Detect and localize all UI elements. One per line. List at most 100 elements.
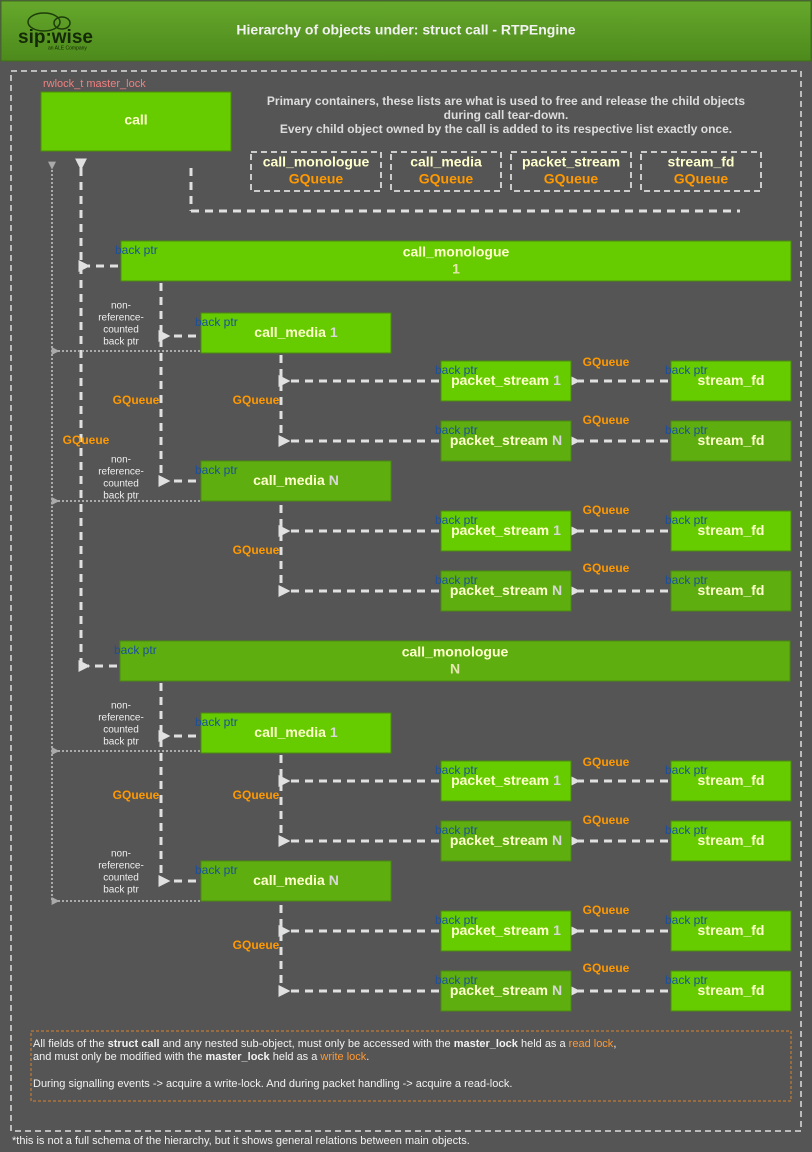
- object-index: N: [450, 661, 460, 677]
- object-name: stream_fd: [698, 922, 765, 938]
- container-name: packet_stream: [522, 154, 620, 170]
- object-box: [670, 420, 792, 462]
- logo-sub: an ALE Company: [48, 45, 87, 51]
- object-name: stream_fd: [698, 372, 765, 388]
- gqueue-label: GQueue: [233, 543, 280, 557]
- non-ref-label: reference-: [98, 713, 144, 724]
- gqueue-label: GQueue: [583, 961, 630, 975]
- object-label: packet_stream N: [450, 832, 562, 848]
- object-box: [440, 360, 572, 402]
- call-label: call: [124, 112, 147, 128]
- object-name: stream_fd: [698, 582, 765, 598]
- non-ref-label: back ptr: [103, 491, 139, 502]
- rules-segment: and must only be modified with the: [33, 1051, 205, 1063]
- back-ptr-label: back ptr: [435, 423, 478, 437]
- object-name: packet_stream: [451, 772, 549, 788]
- object-box: [200, 460, 392, 502]
- object-name: packet_stream: [450, 582, 548, 598]
- object-index: 1: [330, 724, 338, 740]
- object-index: N: [552, 982, 562, 998]
- object-index: N: [552, 582, 562, 598]
- object-name: packet_stream: [450, 982, 548, 998]
- container-name: call_monologue: [263, 154, 370, 170]
- rules-segment: and any nested sub-object, must only be …: [160, 1038, 454, 1050]
- back-ptr-label: back ptr: [115, 243, 158, 257]
- container-kind: GQueue: [289, 171, 344, 187]
- container-name: call_media: [410, 154, 482, 170]
- gqueue-label: GQueue: [63, 433, 110, 447]
- object-name: call_media: [254, 724, 326, 740]
- object-label: stream_fd: [698, 982, 765, 998]
- gqueue-label: GQueue: [583, 413, 630, 427]
- object-label: packet_stream 1: [451, 922, 561, 938]
- rules-segment: held as a: [270, 1051, 321, 1063]
- object-index: N: [329, 872, 339, 888]
- gqueue-label: GQueue: [583, 355, 630, 369]
- object-box: [200, 712, 392, 754]
- rules-segment: master_lock: [205, 1051, 270, 1063]
- back-ptr-label: back ptr: [435, 823, 478, 837]
- container-kind: GQueue: [419, 171, 474, 187]
- object-name: packet_stream: [451, 922, 549, 938]
- non-ref-label: non-: [111, 701, 131, 712]
- object-index: N: [552, 432, 562, 448]
- back-ptr-label: back ptr: [195, 315, 238, 329]
- gqueue-label: GQueue: [113, 788, 160, 802]
- non-ref-label: counted: [103, 725, 139, 736]
- logo-bubble: [53, 16, 71, 30]
- object-name: packet_stream: [451, 372, 549, 388]
- object-box: [670, 910, 792, 952]
- object-index: 1: [553, 922, 561, 938]
- object-box: [200, 860, 392, 902]
- object-box: [440, 510, 572, 552]
- container-kind: GQueue: [674, 171, 729, 187]
- gqueue-label: GQueue: [583, 755, 630, 769]
- container-box: [640, 151, 762, 192]
- gqueue-label: GQueue: [583, 903, 630, 917]
- object-index: 1: [553, 772, 561, 788]
- non-ref-label: non-: [111, 455, 131, 466]
- back-ptr-label: back ptr: [665, 513, 708, 527]
- back-ptr-label: back ptr: [665, 573, 708, 587]
- gqueue-label: GQueue: [583, 813, 630, 827]
- object-label: packet_stream N: [450, 582, 562, 598]
- non-ref-label: reference-: [98, 861, 144, 872]
- rules-segment: During signalling events -> acquire a wr…: [33, 1078, 512, 1090]
- rules-line: All fields of the struct call and any ne…: [33, 1038, 616, 1050]
- object-box: [440, 420, 572, 462]
- object-box: [670, 570, 792, 612]
- gqueue-label: GQueue: [233, 788, 280, 802]
- object-box: [200, 312, 392, 354]
- object-name: call_monologue: [403, 244, 510, 260]
- back-ptr-label: back ptr: [665, 763, 708, 777]
- container-box: [510, 151, 632, 192]
- object-name: stream_fd: [698, 832, 765, 848]
- title: Hierarchy of objects under: struct call …: [236, 22, 575, 38]
- object-name: packet_stream: [451, 522, 549, 538]
- back-ptr-label: back ptr: [114, 643, 157, 657]
- back-ptr-label: back ptr: [665, 363, 708, 377]
- object-label: stream_fd: [698, 372, 765, 388]
- object-box: [120, 240, 792, 282]
- rules-box: [30, 1030, 792, 1102]
- object-box: [119, 640, 791, 682]
- outer-frame: [10, 70, 802, 1132]
- object-label: packet_stream 1: [451, 372, 561, 388]
- object-box: [440, 820, 572, 862]
- gqueue-label: GQueue: [583, 561, 630, 575]
- object-label: stream_fd: [698, 832, 765, 848]
- container-box: [390, 151, 502, 192]
- object-name: stream_fd: [698, 432, 765, 448]
- rules-line: and must only be modified with the maste…: [33, 1051, 369, 1063]
- object-index: 1: [330, 324, 338, 340]
- object-label: call_media 1: [254, 324, 338, 340]
- non-ref-label: back ptr: [103, 885, 139, 896]
- back-ptr-label: back ptr: [435, 763, 478, 777]
- back-ptr-label: back ptr: [435, 573, 478, 587]
- object-box: [670, 760, 792, 802]
- back-ptr-label: back ptr: [435, 513, 478, 527]
- rules-line: During signalling events -> acquire a wr…: [33, 1078, 512, 1090]
- non-ref-label: reference-: [98, 313, 144, 324]
- back-ptr-label: back ptr: [195, 463, 238, 477]
